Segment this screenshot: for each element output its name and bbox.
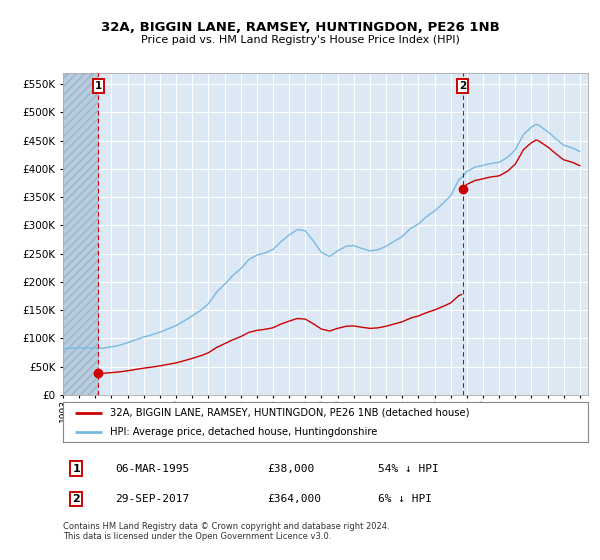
Text: Contains HM Land Registry data © Crown copyright and database right 2024.
This d: Contains HM Land Registry data © Crown c… — [63, 522, 389, 542]
Text: 54% ↓ HPI: 54% ↓ HPI — [378, 464, 439, 474]
Text: Price paid vs. HM Land Registry's House Price Index (HPI): Price paid vs. HM Land Registry's House … — [140, 35, 460, 45]
Text: 2: 2 — [459, 81, 466, 91]
Text: 1: 1 — [72, 464, 80, 474]
Bar — [63, 73, 98, 395]
Text: £364,000: £364,000 — [268, 494, 322, 504]
Text: 2: 2 — [72, 494, 80, 504]
Text: 1: 1 — [95, 81, 102, 91]
Text: HPI: Average price, detached house, Huntingdonshire: HPI: Average price, detached house, Hunt… — [110, 427, 377, 436]
Text: £38,000: £38,000 — [268, 464, 315, 474]
Text: 6% ↓ HPI: 6% ↓ HPI — [378, 494, 432, 504]
Text: 06-MAR-1995: 06-MAR-1995 — [115, 464, 190, 474]
Text: 32A, BIGGIN LANE, RAMSEY, HUNTINGDON, PE26 1NB (detached house): 32A, BIGGIN LANE, RAMSEY, HUNTINGDON, PE… — [110, 408, 470, 418]
Text: 29-SEP-2017: 29-SEP-2017 — [115, 494, 190, 504]
Text: 32A, BIGGIN LANE, RAMSEY, HUNTINGDON, PE26 1NB: 32A, BIGGIN LANE, RAMSEY, HUNTINGDON, PE… — [101, 21, 499, 34]
